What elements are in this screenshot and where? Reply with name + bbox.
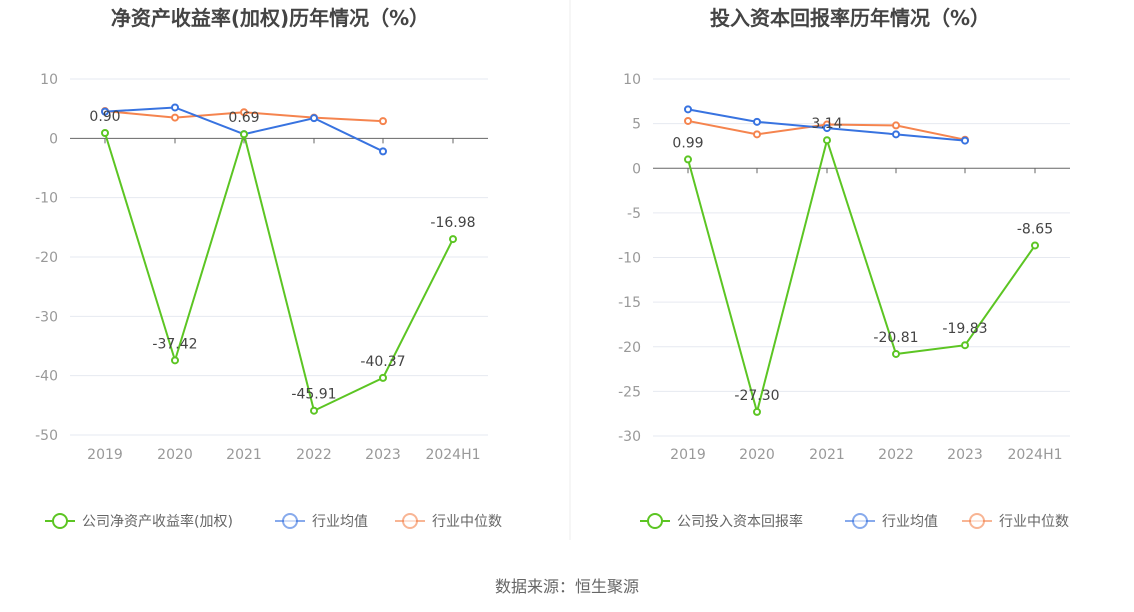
y-tick-label: 10: [623, 72, 641, 88]
chart-1: 净资产收益率(加权)历年情况（%） 10 0 -10 -20 -30 -40 -50 2019 2…: [35, 6, 502, 530]
data-label: 0.90: [89, 109, 120, 125]
y-tick-label: -20: [618, 340, 641, 356]
x-tick-label: 2020: [157, 447, 193, 463]
chart-title: 净资产收益率(加权)历年情况（%）: [111, 6, 429, 30]
data-point[interactable]: [379, 117, 387, 126]
y-tick-label: -30: [35, 309, 58, 325]
data-point[interactable]: [684, 116, 692, 125]
legend-label: 行业中位数: [432, 514, 502, 530]
x-tick-label: 2019: [87, 447, 123, 463]
data-point[interactable]: [101, 107, 109, 116]
data-point[interactable]: [310, 406, 318, 415]
data-point[interactable]: [449, 235, 457, 244]
data-point[interactable]: [753, 117, 761, 126]
legend-label: 公司投入资本回报率: [677, 513, 803, 530]
data-label: -45.91: [291, 387, 336, 403]
data-point[interactable]: [310, 114, 318, 123]
data-point[interactable]: [240, 130, 248, 139]
x-tick-label: 2024H1: [1007, 447, 1062, 463]
y-tick-label: 0: [49, 131, 58, 147]
x-tick-label: 2024H1: [425, 447, 480, 463]
legend-item-2[interactable]: 行业均值: [845, 513, 938, 530]
data-label: -37.42: [152, 336, 197, 352]
x-tick-label: 2022: [878, 447, 914, 463]
y-tick-label: -30: [618, 429, 641, 445]
data-point[interactable]: [240, 108, 248, 117]
legend-icon: [647, 513, 663, 529]
data-point[interactable]: [101, 128, 109, 137]
chart-title: 投入资本回报率历年情况（%）: [710, 6, 990, 30]
data-label: -20.81: [873, 330, 918, 346]
legend-icon: [969, 513, 985, 529]
y-tick-label: -20: [35, 250, 58, 266]
data-point[interactable]: [171, 113, 179, 122]
x-tick-label: 2023: [947, 447, 983, 463]
data-point[interactable]: [171, 103, 179, 112]
data-point[interactable]: [684, 155, 692, 164]
x-tick-label: 2019: [670, 447, 706, 463]
data-point[interactable]: [892, 130, 900, 139]
y-tick-label: -40: [35, 369, 58, 385]
legend-icon: [852, 513, 868, 529]
y-tick-label: -25: [618, 384, 641, 400]
legend-label: 公司净资产收益率(加权): [82, 513, 233, 530]
y-tick-label: 10: [40, 72, 58, 88]
legend-item-2[interactable]: 行业均值: [275, 513, 368, 530]
legend-label: 行业均值: [312, 514, 368, 530]
data-label: -16.98: [430, 215, 475, 231]
legend-item-1[interactable]: 公司净资产收益率(加权): [45, 513, 233, 530]
y-tick-label: 0: [632, 161, 641, 177]
data-point[interactable]: [684, 105, 692, 114]
data-label: -27.30: [734, 388, 779, 404]
legend-icon: [402, 513, 418, 529]
y-tick-label: -10: [618, 251, 641, 267]
data-label: 3.14: [811, 116, 842, 132]
data-point[interactable]: [961, 136, 969, 145]
legend-label: 行业均值: [882, 514, 938, 530]
y-tick-label: 5: [632, 117, 641, 133]
source-text: 数据来源：恒生聚源: [495, 577, 639, 596]
data-point[interactable]: [1031, 241, 1039, 250]
data-point[interactable]: [823, 136, 831, 145]
data-point[interactable]: [892, 349, 900, 358]
y-tick-label: -10: [35, 191, 58, 207]
data-label: 0.69: [228, 110, 259, 126]
data-label: 0.99: [672, 135, 703, 151]
data-point[interactable]: [753, 130, 761, 139]
y-tick-label: -15: [618, 295, 641, 311]
legend-label: 行业中位数: [999, 514, 1069, 530]
data-point[interactable]: [379, 147, 387, 156]
x-tick-label: 2021: [809, 447, 845, 463]
data-label: -40.37: [360, 354, 405, 370]
legend-item-3[interactable]: 行业中位数: [395, 513, 502, 530]
chart-2: 投入资本回报率历年情况（%） 10 5 0 -5 -10 -15 -20 -25 -30 2019 2…: [618, 6, 1070, 530]
data-point[interactable]: [892, 121, 900, 130]
x-tick-label: 2020: [739, 447, 775, 463]
legend-icon: [52, 513, 68, 529]
legend-icon: [282, 513, 298, 529]
x-tick-label: 2021: [226, 447, 262, 463]
series-line-1: [104, 130, 454, 413]
y-tick-label: -50: [35, 428, 58, 444]
x-tick-label: 2022: [296, 447, 332, 463]
data-label: -8.65: [1017, 221, 1053, 237]
data-point[interactable]: [753, 407, 761, 416]
legend-item-3[interactable]: 行业中位数: [962, 513, 1069, 530]
series-line-1: [687, 136, 1036, 416]
legend-item-1[interactable]: 公司投入资本回报率: [640, 513, 803, 530]
data-point[interactable]: [823, 124, 831, 133]
y-tick-label: -5: [627, 206, 641, 222]
data-point[interactable]: [379, 373, 387, 382]
data-label: -19.83: [942, 321, 987, 337]
x-tick-label: 2023: [365, 447, 401, 463]
data-point[interactable]: [961, 341, 969, 350]
data-point[interactable]: [171, 356, 179, 365]
